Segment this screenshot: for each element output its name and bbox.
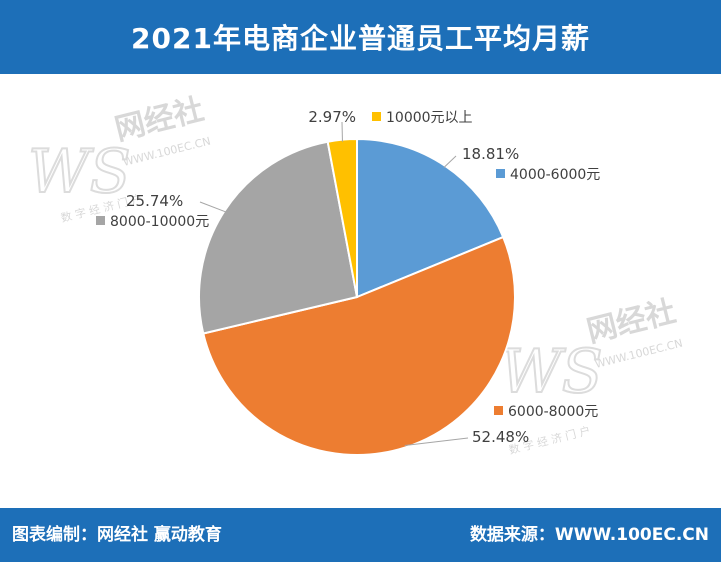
slice-category-label: 8000-10000元 <box>110 214 209 230</box>
chart-header: 2021年电商企业普通员工平均月薪 <box>0 0 721 74</box>
slice-category-label: 10000元以上 <box>386 110 473 126</box>
slice-percent-label: 2.97% <box>308 108 356 126</box>
plot-area: WS 网经社 WWW.100EC.CN 数 字 经 济 门 户 WS 网经社 W… <box>0 74 721 508</box>
legend-swatch <box>496 169 505 178</box>
footer-source: 数据来源：WWW.100EC.CN <box>469 525 709 545</box>
legend-swatch <box>494 406 503 415</box>
pie-slices <box>198 137 516 456</box>
leader-line <box>404 437 469 447</box>
pie-chart: WS 网经社 WWW.100EC.CN 数 字 经 济 门 户 WS 网经社 W… <box>27 92 684 457</box>
slice-percent-label: 18.81% <box>462 145 519 163</box>
footer-credit: 图表编制：网经社 赢动教育 <box>12 525 222 545</box>
watermark-logo-mark: WS <box>500 337 603 407</box>
leader-line <box>443 155 457 168</box>
slice-category-label: 6000-8000元 <box>508 404 598 420</box>
chart-footer: 图表编制：网经社 赢动教育 数据来源：WWW.100EC.CN <box>0 508 721 562</box>
slice-category-label: 4000-6000元 <box>510 167 600 183</box>
slice-percent-label: 52.48% <box>472 428 529 446</box>
chart-title: 2021年电商企业普通员工平均月薪 <box>131 22 590 55</box>
pie-slice-6000-8000 <box>202 235 516 456</box>
leader-line <box>199 201 227 213</box>
watermark-logo-mark: WS <box>28 137 131 207</box>
watermark-top: WS 网经社 WWW.100EC.CN 数 字 经 济 门 户 <box>27 92 212 225</box>
leader-lines <box>199 121 469 447</box>
slice-labels: 18.81% 4000-6000元 52.48% 6000-8000元 25.74% 80… <box>96 108 600 446</box>
legend-swatch <box>372 112 381 121</box>
slice-percent-label: 25.74% <box>126 192 183 210</box>
legend-swatch <box>96 216 105 225</box>
